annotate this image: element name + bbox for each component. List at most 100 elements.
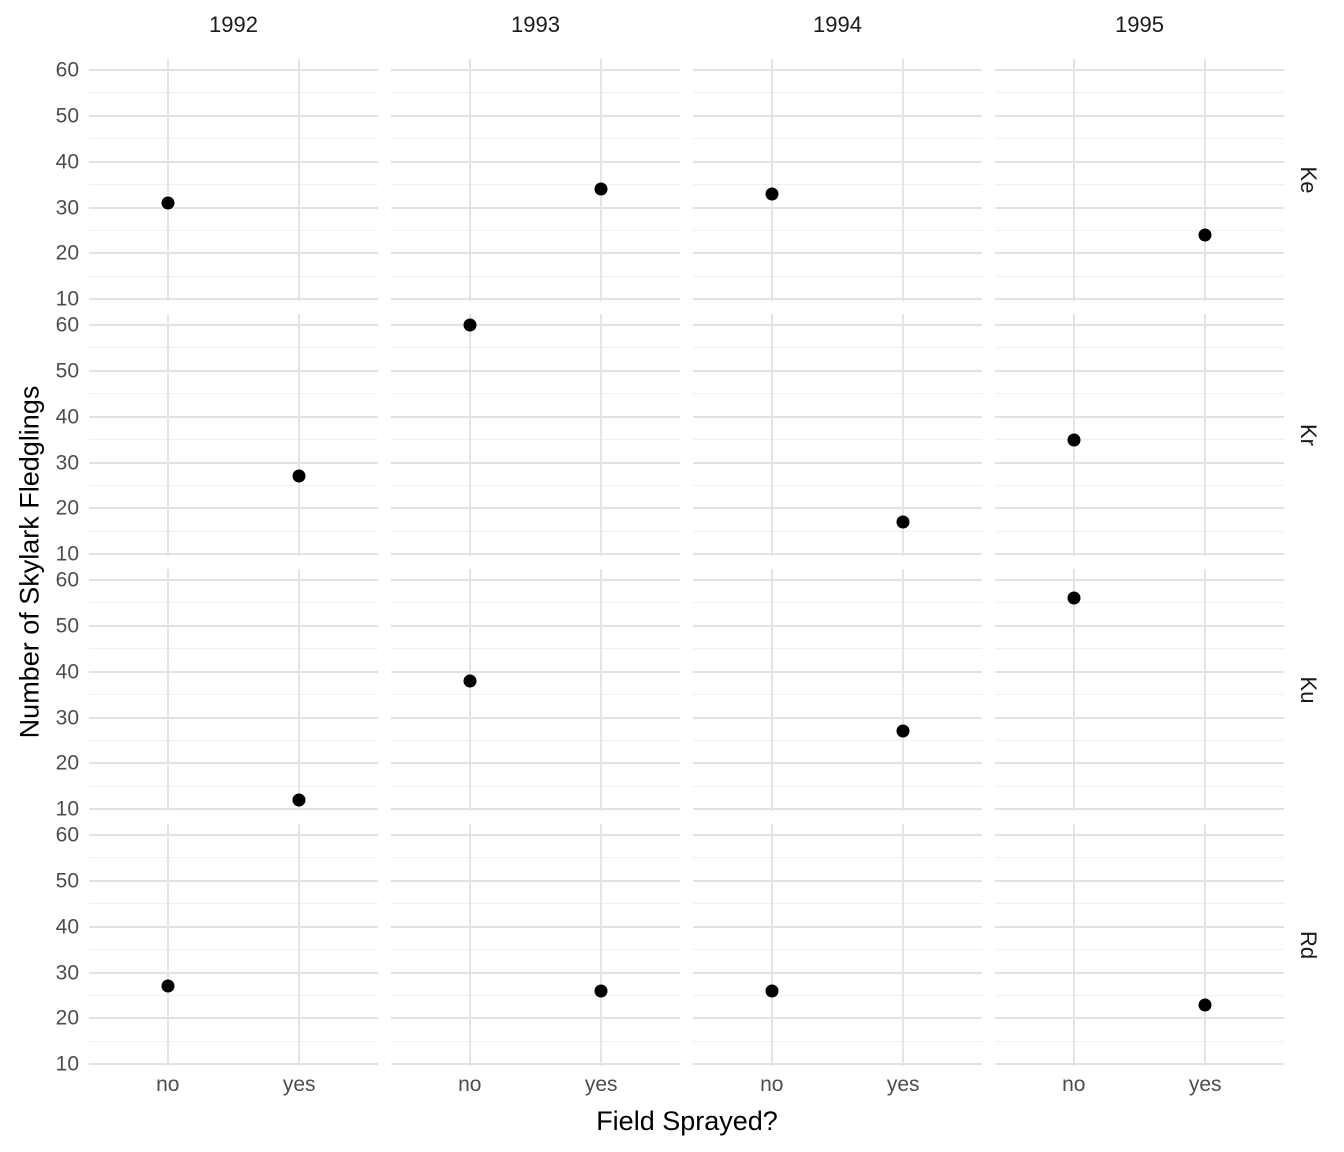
gridline-minor xyxy=(995,393,1284,395)
facet-panel-Ke-1992 xyxy=(89,59,378,301)
gridline-major xyxy=(995,762,1284,765)
gridline-major xyxy=(693,69,982,71)
gridline-major xyxy=(693,624,982,627)
gridline-vertical xyxy=(1072,824,1075,1066)
gridline-minor xyxy=(391,275,680,277)
gridline-major xyxy=(995,971,1284,974)
facet-panel-Rd-1995 xyxy=(995,824,1284,1066)
gridline-minor xyxy=(89,648,378,650)
gridline-vertical xyxy=(298,824,301,1066)
gridline-vertical xyxy=(166,569,169,811)
gridline-major xyxy=(995,553,1284,556)
gridline-major xyxy=(89,579,378,581)
gridline-vertical xyxy=(600,569,603,811)
gridline-minor xyxy=(391,92,680,94)
gridline-minor xyxy=(693,138,982,140)
gridline-minor xyxy=(693,602,982,604)
gridline-minor xyxy=(693,694,982,696)
gridline-major xyxy=(995,415,1284,418)
gridline-minor xyxy=(89,1040,378,1042)
facet-panel-Ku-1995 xyxy=(995,569,1284,811)
gridline-major xyxy=(89,507,378,510)
gridline-vertical xyxy=(468,314,471,556)
gridline-major xyxy=(89,1063,378,1066)
gridline-major xyxy=(391,160,680,163)
data-point xyxy=(765,984,779,998)
facet-col-title-1992: 1992 xyxy=(209,12,258,37)
gridline-major xyxy=(89,624,378,627)
gridline-minor xyxy=(693,785,982,787)
gridline-major xyxy=(693,579,982,581)
gridline-minor xyxy=(391,602,680,604)
gridline-minor xyxy=(995,530,1284,532)
y-tick-label: 40 xyxy=(55,660,79,684)
gridline-vertical xyxy=(770,314,773,556)
y-tick-label: 50 xyxy=(55,869,79,893)
y-tick-label: 30 xyxy=(55,451,79,474)
y-tick-label: 60 xyxy=(55,313,79,337)
gridline-major xyxy=(391,69,680,71)
gridline-vertical xyxy=(298,59,301,301)
gridline-minor xyxy=(693,229,982,231)
gridline-minor xyxy=(89,92,378,94)
gridline-minor xyxy=(693,648,982,650)
facet-panel-Ke-1993 xyxy=(391,59,680,301)
data-point xyxy=(1198,998,1212,1012)
gridline-major xyxy=(89,324,378,326)
gridline-minor xyxy=(391,785,680,787)
x-tick-label: yes xyxy=(1188,1073,1222,1096)
facet-panel-Ke-1995 xyxy=(995,59,1284,301)
gridline-minor xyxy=(995,785,1284,787)
gridline-minor xyxy=(89,138,378,140)
gridline-minor xyxy=(693,994,982,996)
data-point xyxy=(463,674,477,688)
gridline-minor xyxy=(995,949,1284,951)
y-tick-label: 20 xyxy=(55,496,79,520)
gridline-vertical xyxy=(1204,59,1207,301)
facet-row-strip-Ke: Ke xyxy=(1296,166,1321,194)
y-tick-label: 60 xyxy=(55,568,79,592)
gridline-major xyxy=(391,298,680,301)
gridline-major xyxy=(391,461,680,464)
gridline-minor xyxy=(89,229,378,231)
gridline-minor xyxy=(995,857,1284,859)
gridline-minor xyxy=(391,994,680,996)
gridline-major xyxy=(89,808,378,811)
gridline-major xyxy=(995,507,1284,510)
gridline-minor xyxy=(391,393,680,395)
gridline-major xyxy=(89,971,378,974)
x-tick-label: no xyxy=(760,1073,784,1096)
gridline-major xyxy=(693,369,982,372)
facet-panel-Rd-1994 xyxy=(693,824,982,1066)
y-tick-label: 30 xyxy=(55,196,79,219)
data-point xyxy=(463,318,477,332)
gridline-major xyxy=(693,252,982,255)
data-point xyxy=(292,793,306,807)
gridline-major xyxy=(391,507,680,510)
facet-panel-Ku-1993 xyxy=(391,569,680,811)
gridline-minor xyxy=(391,184,680,186)
facet-panel-Kr-1993 xyxy=(391,314,680,556)
gridline-minor xyxy=(693,393,982,395)
gridline-minor xyxy=(89,347,378,349)
gridline-minor xyxy=(391,694,680,696)
gridline-vertical xyxy=(1204,314,1207,556)
gridline-major xyxy=(89,879,378,882)
facet-col-title-1994: 1994 xyxy=(813,12,862,37)
gridline-minor xyxy=(693,439,982,441)
gridline-major xyxy=(693,1017,982,1020)
gridline-major xyxy=(693,160,982,163)
gridline-minor xyxy=(391,857,680,859)
gridline-major xyxy=(89,252,378,255)
gridline-vertical xyxy=(600,314,603,556)
gridline-minor xyxy=(89,903,378,905)
gridline-minor xyxy=(391,530,680,532)
gridline-minor xyxy=(391,138,680,140)
gridline-major xyxy=(693,808,982,811)
gridline-vertical xyxy=(166,824,169,1066)
y-tick-label: 10 xyxy=(55,797,79,821)
gridline-major xyxy=(391,324,680,326)
gridline-major xyxy=(995,252,1284,255)
gridline-major xyxy=(693,553,982,556)
